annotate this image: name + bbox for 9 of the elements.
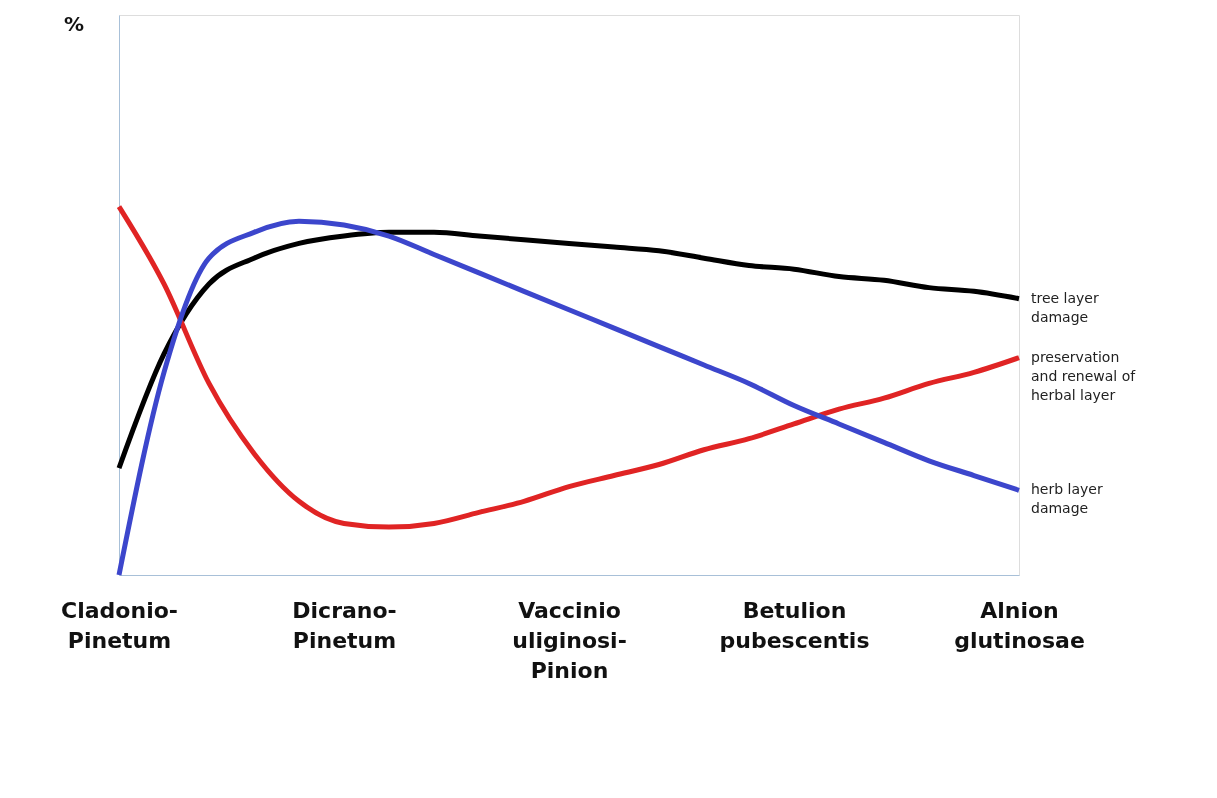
- series-label: tree layer damage: [1031, 289, 1099, 325]
- x-tick-label: Dicrano- Pinetum: [292, 597, 397, 653]
- x-tick-label: Cladonio- Pinetum: [61, 597, 178, 653]
- text: %: [64, 12, 85, 36]
- x-tick-label: Vaccinio uliginosi- Pinion: [512, 597, 627, 683]
- series-label: preservation and renewal of herbal layer: [1031, 348, 1137, 403]
- x-tick-label: Betulion pubescentis: [719, 597, 870, 653]
- series-label: herb layer damage: [1031, 481, 1103, 517]
- x-tick-label: Alnion glutinosae: [954, 597, 1085, 653]
